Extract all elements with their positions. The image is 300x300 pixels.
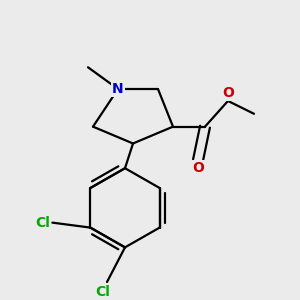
Text: O: O bbox=[222, 86, 234, 100]
Text: O: O bbox=[192, 161, 204, 175]
Text: Cl: Cl bbox=[96, 285, 110, 299]
Text: N: N bbox=[112, 82, 124, 96]
Text: Cl: Cl bbox=[35, 216, 50, 230]
